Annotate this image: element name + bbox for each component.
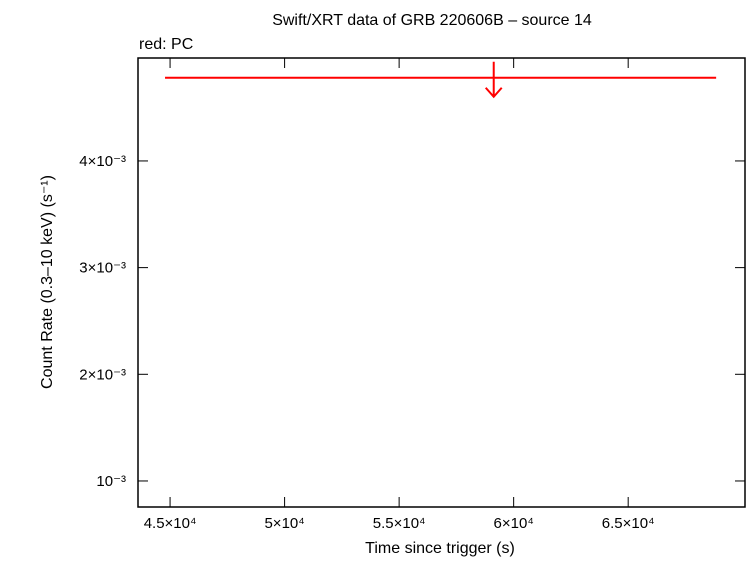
x-tick-label: 6×10⁴ xyxy=(494,515,534,532)
y-tick-label: 4×10⁻³ xyxy=(79,153,126,170)
x-tick-label: 5.5×10⁴ xyxy=(373,515,426,532)
y-axis-label: Count Rate (0.3–10 keV) (s⁻¹) xyxy=(39,175,56,389)
y-tick-label: 3×10⁻³ xyxy=(79,260,126,277)
x-axis-label: Time since trigger (s) xyxy=(365,540,515,557)
upper-limit-arrow xyxy=(484,61,503,99)
x-tick-label: 4.5×10⁴ xyxy=(144,515,197,532)
y-tick-label: 10⁻³ xyxy=(96,473,126,490)
chart-title: Swift/XRT data of GRB 220606B – source 1… xyxy=(272,12,592,29)
x-tick-label: 5×10⁴ xyxy=(264,515,304,532)
y-tick-label: 2×10⁻³ xyxy=(79,366,126,383)
x-tick-label: 6.5×10⁴ xyxy=(602,515,655,532)
plot-frame xyxy=(137,57,746,508)
legend-note: red: PC xyxy=(139,36,193,53)
